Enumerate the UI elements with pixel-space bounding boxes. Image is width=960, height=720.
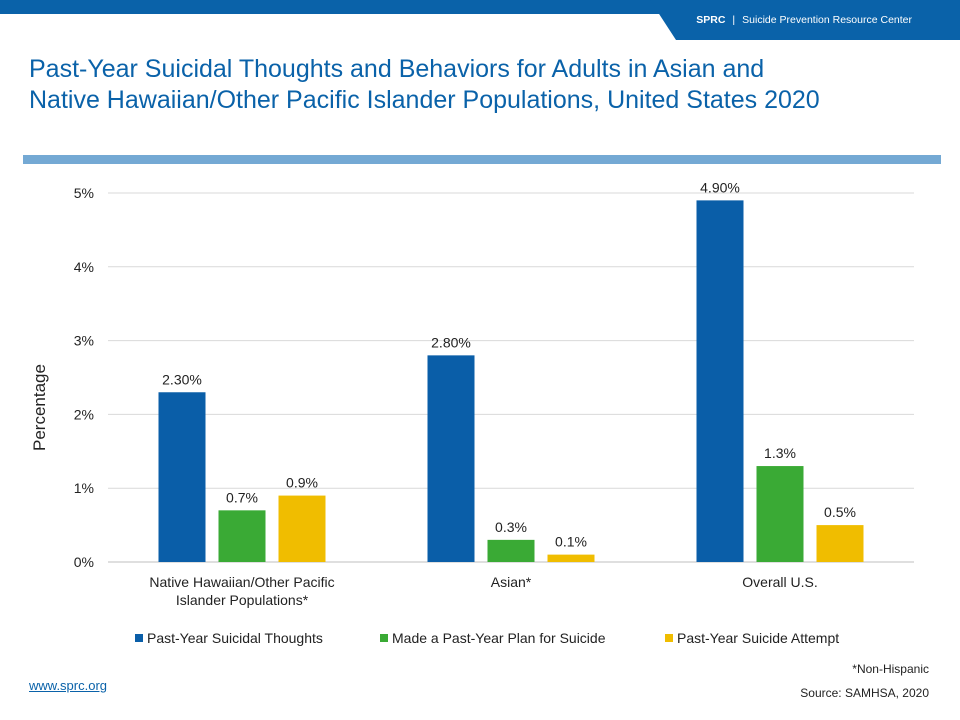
title-line: Past-Year Suicidal Thoughts and Behavior…	[29, 55, 765, 83]
footnote-non-hispanic: *Non-Hispanic	[852, 662, 929, 676]
data-label: 0.7%	[226, 489, 258, 505]
bar	[816, 525, 864, 562]
data-label: 0.9%	[286, 475, 318, 491]
data-label: 2.80%	[431, 334, 471, 350]
source-note: Source: SAMHSA, 2020	[800, 686, 929, 700]
website-link[interactable]: www.sprc.org	[29, 678, 108, 693]
header-banner: SPRC | Suicide Prevention Resource Cente…	[650, 0, 960, 40]
org-abbreviation: SPRC	[696, 14, 726, 26]
y-axis-title: Percentage	[30, 364, 49, 451]
y-tick-label: 1%	[74, 480, 94, 496]
bar	[756, 466, 804, 562]
bar	[487, 539, 535, 562]
org-name: Suicide Prevention Resource Center	[742, 14, 912, 26]
bar	[547, 554, 595, 562]
x-category-label: Islander Populations*	[176, 592, 309, 608]
title-divider	[23, 155, 941, 164]
data-label: 0.5%	[824, 504, 856, 520]
data-label: 0.3%	[495, 519, 527, 535]
x-category-label: Overall U.S.	[742, 574, 817, 590]
bar	[158, 392, 206, 562]
y-tick-label: 2%	[74, 406, 94, 422]
data-label: 0.1%	[555, 534, 587, 550]
page-title: Past-Year Suicidal Thoughts and Behavior…	[29, 54, 929, 116]
legend-swatch	[135, 634, 143, 642]
data-label: 2.30%	[162, 371, 202, 387]
title-line: Native Hawaiian/Other Pacific Islander P…	[29, 86, 820, 114]
data-label: 4.90%	[700, 179, 740, 195]
legend-label: Past-Year Suicidal Thoughts	[147, 630, 323, 646]
bar	[696, 200, 744, 562]
bar	[427, 355, 475, 562]
legend-swatch	[665, 634, 673, 642]
y-tick-label: 0%	[74, 554, 94, 570]
x-category-label: Native Hawaiian/Other Pacific	[149, 574, 334, 590]
legend-label: Made a Past-Year Plan for Suicide	[392, 630, 606, 646]
legend-swatch	[380, 634, 388, 642]
header-separator: |	[732, 14, 736, 26]
y-tick-label: 4%	[74, 259, 94, 275]
bar	[278, 495, 326, 562]
x-category-label: Asian*	[491, 574, 532, 590]
y-tick-label: 3%	[74, 333, 94, 349]
bar	[218, 510, 266, 562]
legend-label: Past-Year Suicide Attempt	[677, 630, 839, 646]
y-tick-label: 5%	[74, 185, 94, 201]
data-label: 1.3%	[764, 445, 796, 461]
